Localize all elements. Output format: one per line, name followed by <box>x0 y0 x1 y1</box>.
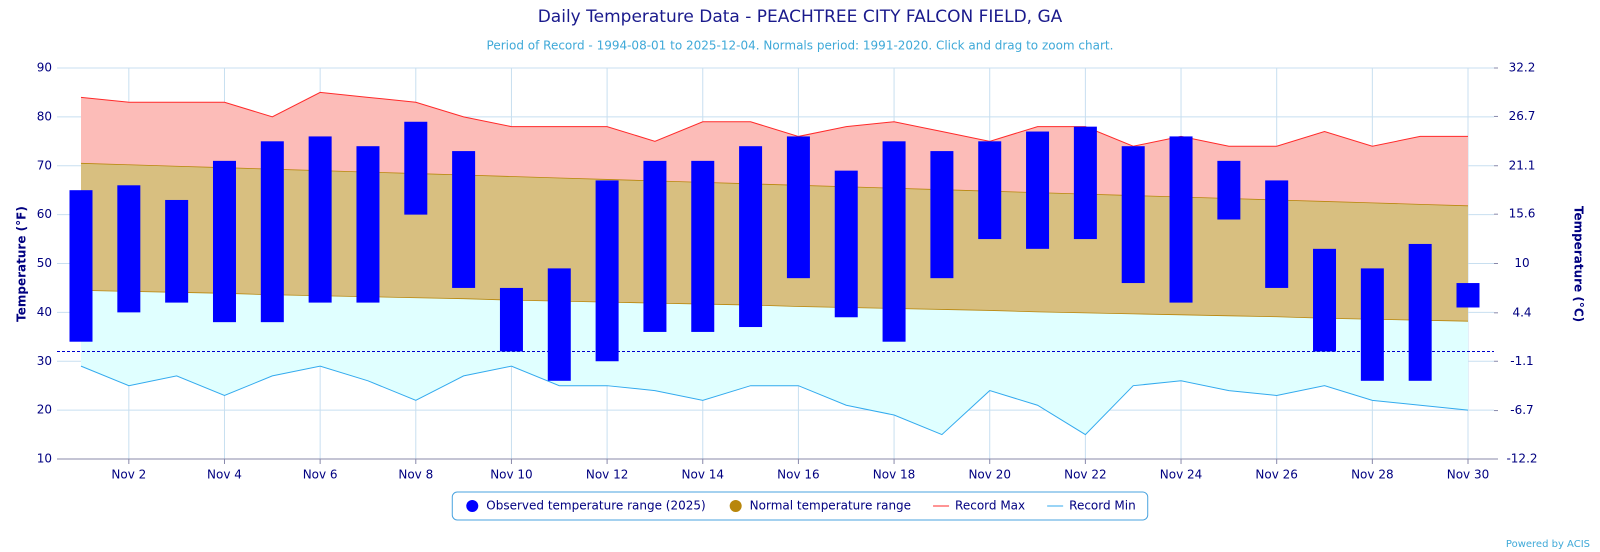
y2-tick-label: -1.1 <box>1510 354 1533 368</box>
observed-bar <box>117 185 141 313</box>
y-tick-label: 50 <box>37 256 52 270</box>
y2-axis-title: Temperature (°C) <box>1572 206 1586 322</box>
y-tick-label: 20 <box>37 403 52 417</box>
observed-bar <box>1217 160 1241 220</box>
y-tick-label: 30 <box>37 354 52 368</box>
x-tick-label: Nov 30 <box>1447 468 1490 482</box>
observed-bar <box>595 180 619 362</box>
chart-title: Daily Temperature Data - PEACHTREE CITY … <box>538 7 1063 27</box>
y-tick-label: 90 <box>37 61 52 75</box>
y-tick-label: 10 <box>37 452 52 466</box>
record-min-line <box>80 365 1469 436</box>
observed-bar <box>1073 126 1097 240</box>
credit: Powered by ACIS <box>1506 539 1590 550</box>
y2-tick-label: 26.7 <box>1509 109 1536 123</box>
observed-bar <box>739 146 763 328</box>
y-tick-label: 70 <box>37 158 52 172</box>
observed-bar <box>260 141 284 323</box>
x-tick-label: Nov 14 <box>682 468 725 482</box>
y-axis-title: Temperature (°F) <box>15 206 29 322</box>
y-tick-label: 40 <box>37 305 52 319</box>
observed-bar <box>978 141 1002 240</box>
observed-bar <box>1408 243 1432 381</box>
observed-bar <box>930 151 954 279</box>
legend: Observed temperature range (2025) Normal … <box>451 491 1149 521</box>
observed-bar <box>1026 131 1050 249</box>
observed-bar <box>1360 268 1384 381</box>
x-tick-label: Nov 6 <box>303 468 338 482</box>
observed-bar <box>308 136 332 303</box>
normal-range-area <box>81 163 1468 322</box>
observed-bar <box>643 160 667 332</box>
observed-bar <box>834 170 858 318</box>
y2-tick-label: -12.2 <box>1506 452 1537 466</box>
x-tick-label: Nov 4 <box>207 468 242 482</box>
x-tick-label: Nov 12 <box>586 468 629 482</box>
y2-tick-label: 4.4 <box>1512 305 1531 319</box>
x-tick-label: Nov 24 <box>1160 468 1203 482</box>
y2-tick-label: 15.6 <box>1509 207 1536 221</box>
observed-bar <box>1121 146 1145 284</box>
legend-label: Normal temperature range <box>750 499 911 513</box>
record-min-area <box>81 290 1468 435</box>
observed-bar <box>452 151 476 288</box>
y2-tick-label: 10 <box>1514 256 1529 270</box>
record-max-area <box>81 92 1468 206</box>
x-tick-label: Nov 2 <box>111 468 146 482</box>
y-tick-label: 80 <box>37 109 52 123</box>
x-tick-label: Nov 20 <box>968 468 1011 482</box>
x-tick-label: Nov 16 <box>777 468 820 482</box>
x-tick-label: Nov 10 <box>490 468 533 482</box>
legend-box <box>451 491 1149 521</box>
x-tick-label: Nov 26 <box>1255 468 1298 482</box>
observed-bar <box>786 136 810 279</box>
x-tick-label: Nov 28 <box>1351 468 1394 482</box>
y-tick-label: 60 <box>37 207 52 221</box>
chart-subtitle: Period of Record - 1994-08-01 to 2025-12… <box>487 39 1114 53</box>
x-tick-label: Nov 22 <box>1064 468 1107 482</box>
observed-bar <box>547 268 571 381</box>
observed-bar <box>212 160 236 323</box>
observed-bar <box>69 190 93 342</box>
y2-tick-label: -6.7 <box>1510 403 1533 417</box>
observed-bar <box>1265 180 1289 288</box>
x-tick-label: Nov 18 <box>873 468 916 482</box>
legend-label: Observed temperature range (2025) <box>486 499 705 513</box>
observed-bar <box>404 121 428 215</box>
observed-bar <box>356 146 380 303</box>
observed-bar <box>882 141 906 342</box>
observed-bar <box>165 199 189 303</box>
observed-bar <box>1456 283 1480 308</box>
plot-area <box>57 67 1498 464</box>
legend-symbol <box>729 500 742 512</box>
x-tick-label: Nov 8 <box>398 468 433 482</box>
record-max-line <box>80 91 1468 147</box>
legend-label: Record Min <box>1069 499 1136 513</box>
y2-tick-label: 21.1 <box>1509 158 1536 172</box>
y2-tick-label: 32.2 <box>1509 61 1536 75</box>
legend-label: Record Max <box>955 499 1025 513</box>
observed-bar <box>1313 248 1337 352</box>
legend-symbol <box>466 500 479 512</box>
observed-bar <box>499 287 523 352</box>
observed-bar <box>691 160 715 332</box>
observed-bar <box>1169 136 1193 303</box>
